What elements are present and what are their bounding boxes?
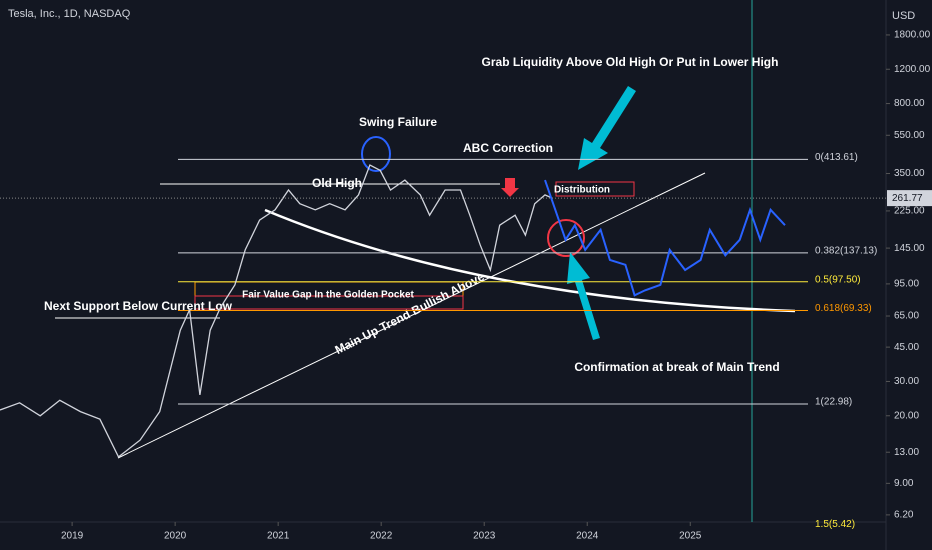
fib-label: 0.618(69.33)	[815, 303, 872, 314]
x-tick-label: 2022	[370, 531, 393, 542]
y-tick-label: 45.00	[894, 342, 919, 353]
drawings	[55, 0, 796, 522]
break-circle	[547, 219, 585, 257]
curve	[264, 208, 796, 313]
fib-label: 0.5(97.50)	[815, 274, 861, 285]
y-tick-label: 9.00	[894, 478, 914, 489]
y-tick-label: 1800.00	[894, 30, 931, 41]
y-tick-label: 65.00	[894, 311, 919, 322]
y-tick-label: 145.00	[894, 243, 925, 254]
x-tick-label: 2023	[473, 531, 496, 542]
y-tick-label: 30.00	[894, 376, 919, 387]
annotation: Confirmation at break of Main Trend	[574, 360, 779, 374]
y-tick-label: 20.00	[894, 410, 919, 421]
annotation: Next Support Below Current Low	[44, 299, 233, 313]
annotation: Fair Value Gap In the Golden Pocket	[242, 290, 414, 301]
annotation: Grab Liquidity Above Old High Or Put in …	[482, 55, 779, 69]
y-tick-label: 550.00	[894, 130, 925, 141]
y-tick-label: 6.20	[894, 510, 914, 521]
last-price-box	[887, 190, 932, 207]
currency: USD	[892, 10, 915, 22]
trend-line	[117, 172, 706, 459]
y-tick-label: 800.00	[894, 98, 925, 109]
annotation: Old High	[312, 176, 362, 190]
y-tick-label: 350.00	[894, 168, 925, 179]
x-tick-label: 2021	[267, 531, 290, 542]
y-tick-label: 1200.00	[894, 64, 931, 75]
y-tick-label: 225.00	[894, 206, 925, 217]
last-price-label: 261.77	[892, 193, 923, 204]
x-tick-label: 2025	[679, 531, 702, 542]
fvg-box	[194, 295, 464, 310]
annotation: ABC Correction	[463, 141, 553, 155]
down-arrow	[501, 178, 519, 197]
fib-label: 0(413.61)	[815, 152, 858, 163]
x-tick-label: 2019	[61, 531, 84, 542]
annotation: Swing Failure	[359, 115, 437, 129]
price-line	[0, 164, 553, 458]
distribution-box	[555, 181, 635, 197]
swing-circle	[361, 136, 391, 172]
y-tick-label: 13.00	[894, 447, 919, 458]
price-line	[544, 179, 786, 297]
fib-label: 1(22.98)	[815, 397, 852, 408]
y-tick-label: 95.00	[894, 279, 919, 290]
arrow	[578, 86, 636, 170]
chart-title: Tesla, Inc., 1D, NASDAQ	[8, 8, 131, 20]
arrow	[567, 252, 600, 340]
annotation: Distribution	[554, 185, 610, 196]
fib-label: 0.382(137.13)	[815, 245, 877, 256]
fib-label: 1.5(5.42)	[815, 519, 855, 530]
x-tick-label: 2024	[576, 531, 599, 542]
x-tick-label: 2020	[164, 531, 187, 542]
